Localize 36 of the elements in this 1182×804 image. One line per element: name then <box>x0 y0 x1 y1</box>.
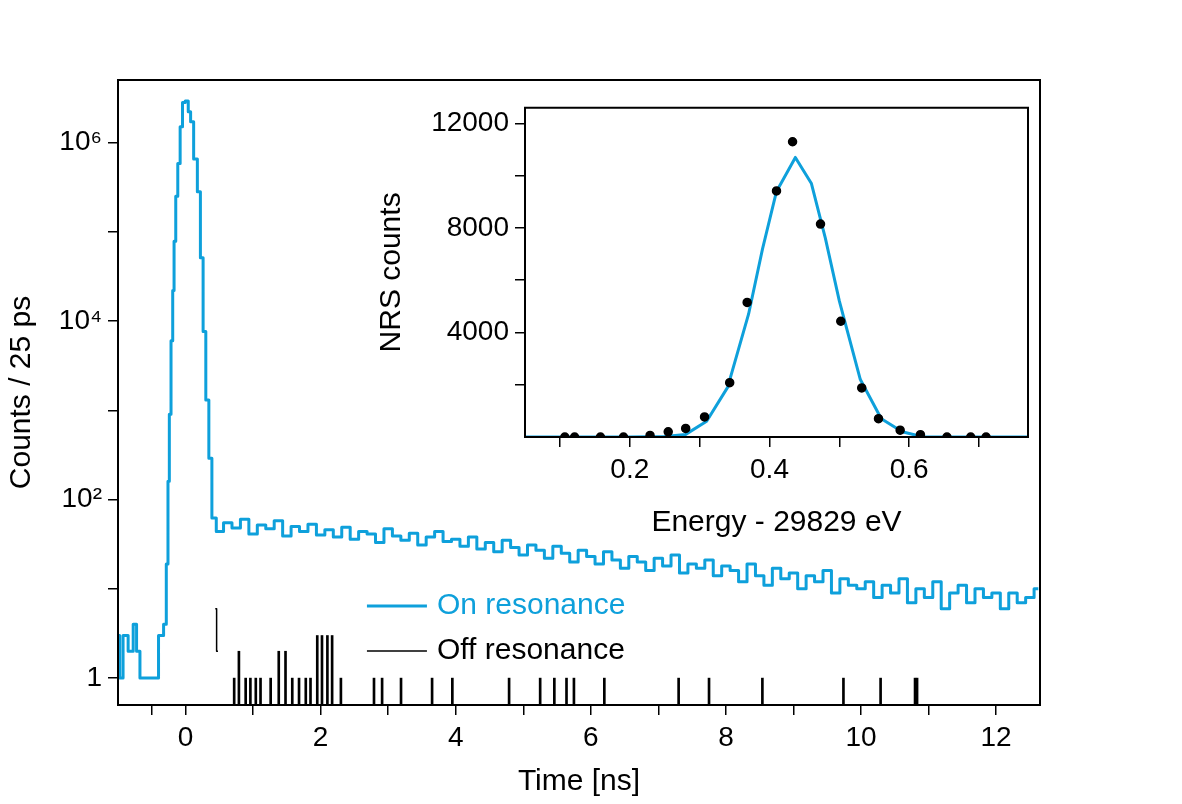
x-tick-label: 0.6 <box>889 452 929 484</box>
y-tick-label: 8000 <box>446 210 509 242</box>
point <box>724 377 735 388</box>
x-tick-label: 12 <box>980 720 1012 752</box>
point <box>742 297 752 308</box>
point <box>663 427 673 437</box>
x-tick-label: 8 <box>718 720 734 752</box>
point <box>787 137 798 147</box>
y-axis-title: Counts / 25 ps <box>3 295 37 490</box>
legend-label: On resonance <box>436 587 626 621</box>
y-tick-label: 12000 <box>431 106 509 138</box>
point <box>815 219 826 229</box>
legend-label: Off resonance <box>436 632 625 666</box>
y-tick-label: 10⁴ <box>58 303 102 335</box>
x-axis-title: Energy - 29829 eV <box>651 504 902 538</box>
point <box>771 186 782 196</box>
point <box>680 423 691 434</box>
y-tick-label: 1 <box>86 660 102 692</box>
point <box>699 412 710 422</box>
y-axis-title: NRS counts <box>373 192 407 353</box>
x-tick-label: 10 <box>845 720 877 752</box>
point <box>836 316 846 327</box>
x-tick-label: 6 <box>583 720 599 752</box>
y-tick-label: 10² <box>61 482 102 514</box>
x-tick-label: 0 <box>177 720 194 752</box>
x-tick-label: 4 <box>447 720 464 752</box>
x-tick-label: 2 <box>312 720 329 752</box>
point <box>856 383 867 393</box>
point <box>915 429 926 437</box>
point <box>873 413 884 424</box>
x-axis-title: Time [ns] <box>517 763 641 797</box>
y-tick-label: 4000 <box>446 315 509 347</box>
point <box>895 425 905 435</box>
x-tick-label: 0.4 <box>750 452 789 484</box>
y-tick-label: 10⁶ <box>59 125 102 157</box>
x-tick-label: 0.2 <box>610 452 650 484</box>
